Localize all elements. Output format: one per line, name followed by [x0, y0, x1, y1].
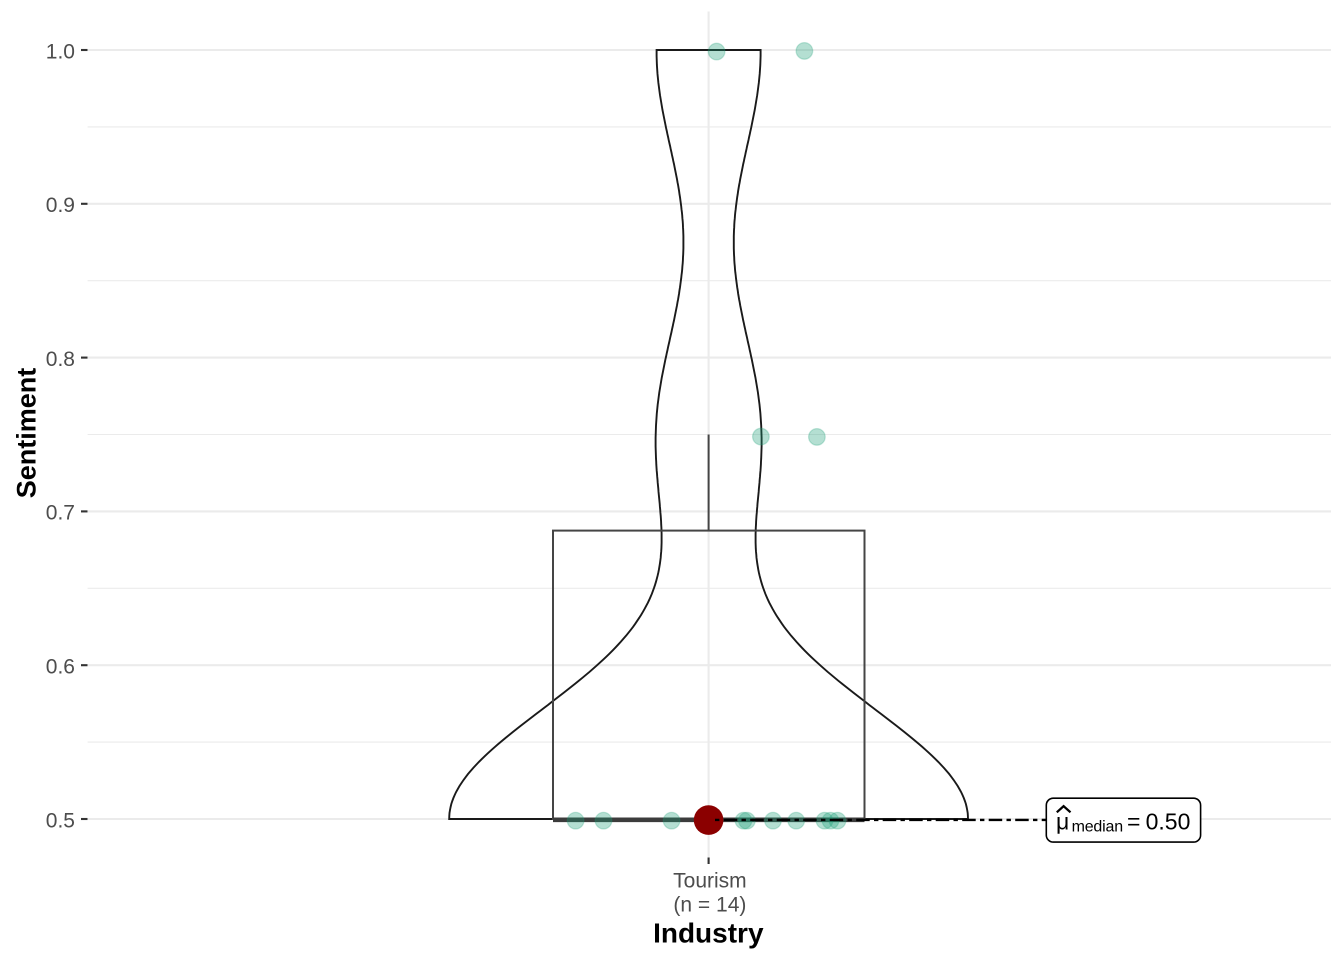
- svg-text:0.8: 0.8: [46, 348, 75, 371]
- svg-text:μ: μ: [1056, 808, 1069, 834]
- svg-text:0.6: 0.6: [46, 656, 75, 679]
- svg-text:0.9: 0.9: [46, 194, 75, 217]
- svg-text:1.0: 1.0: [46, 40, 75, 63]
- svg-text:Tourism: Tourism: [673, 870, 747, 893]
- svg-text:(n = 14): (n = 14): [673, 894, 746, 917]
- svg-text:median: median: [1072, 819, 1124, 836]
- svg-text:Sentiment: Sentiment: [12, 368, 42, 499]
- svg-text:0.7: 0.7: [46, 502, 75, 525]
- svg-text:0.50: 0.50: [1146, 808, 1191, 834]
- svg-text:=: =: [1127, 808, 1140, 834]
- svg-text:0.5: 0.5: [46, 809, 75, 832]
- svg-text:Industry: Industry: [653, 917, 764, 948]
